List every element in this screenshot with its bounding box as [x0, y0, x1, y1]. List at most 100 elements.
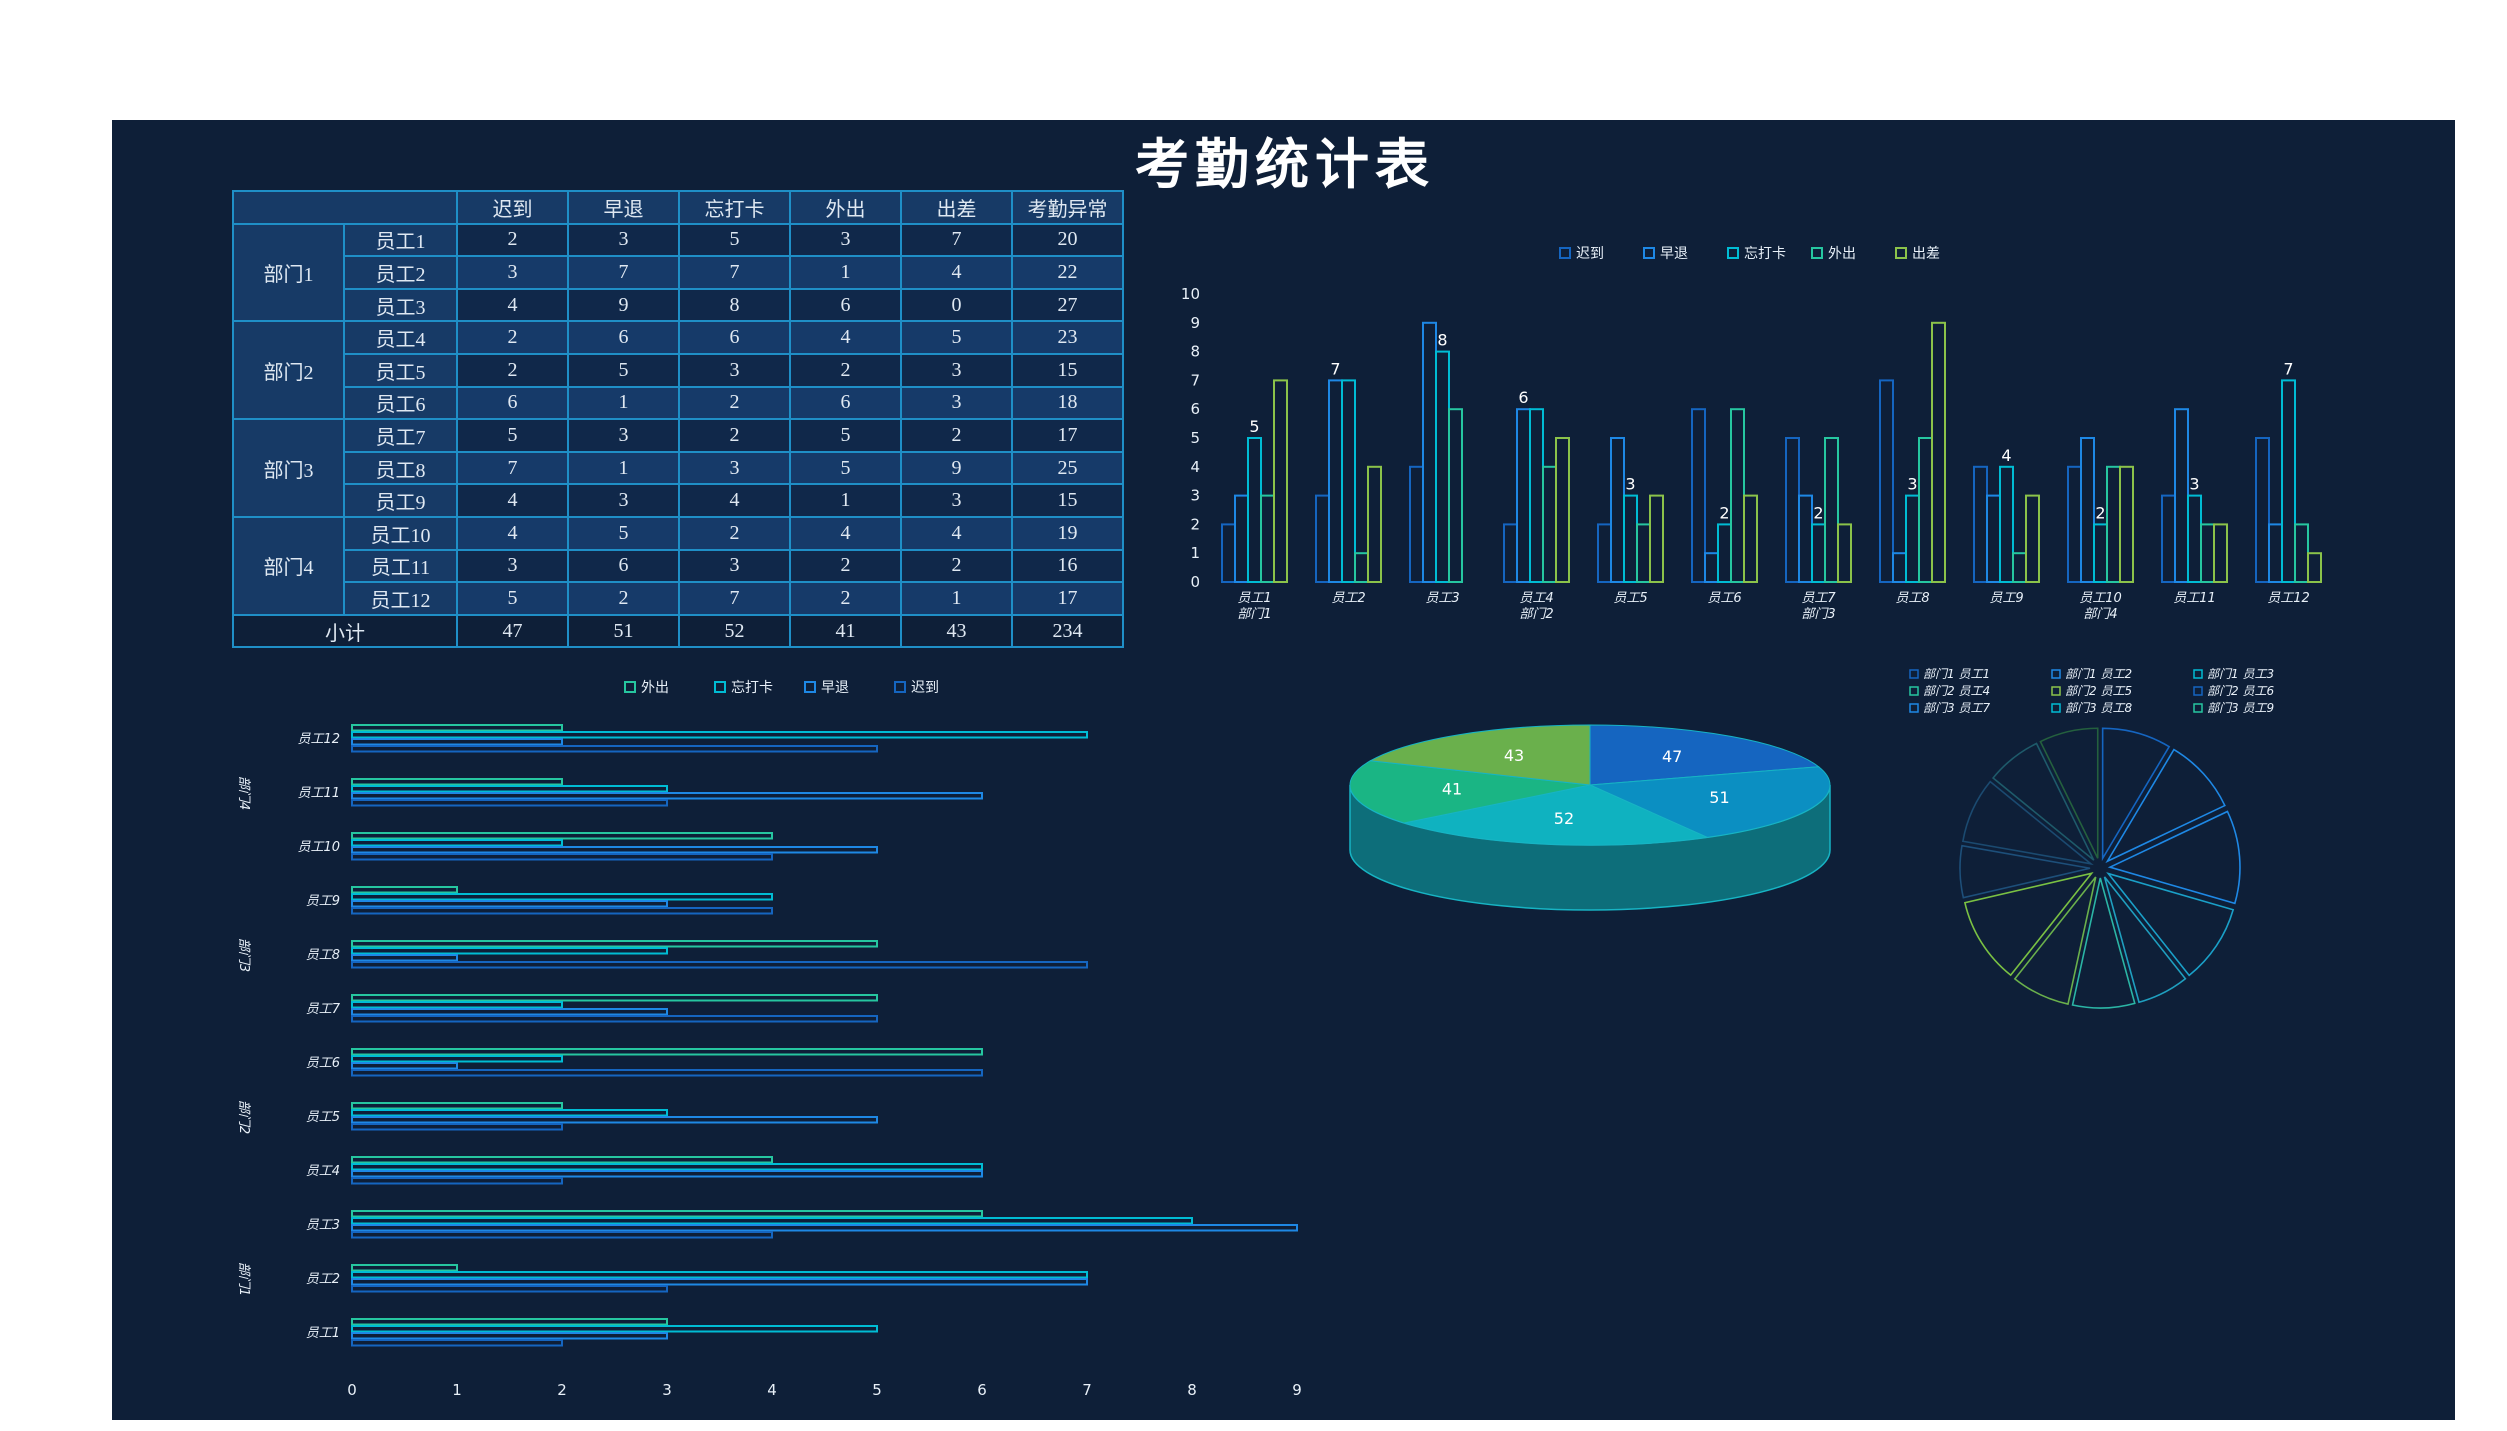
value-cell: 1 [567, 450, 680, 486]
employee-cell: 员工2 [343, 255, 458, 290]
y-tick-label: 员工4 [306, 1164, 340, 1179]
value-cell: 5 [678, 222, 791, 258]
value-cell: 4 [900, 255, 1013, 290]
bar [1931, 321, 1946, 584]
value-cell: 6 [678, 320, 791, 355]
value-cell: 4 [900, 515, 1013, 551]
pie-slice [2013, 876, 2097, 1005]
bar [2294, 523, 2309, 583]
y-tick-label: 4 [1190, 458, 1200, 476]
bar [351, 731, 1088, 739]
subtotal-cell: 41 [789, 613, 902, 649]
bar [1503, 523, 1518, 583]
x-tick-label: 1 [452, 1381, 462, 1399]
bar [1234, 494, 1249, 584]
bar [1448, 408, 1463, 583]
value-cell: 1 [789, 255, 902, 290]
value-cell: 2 [567, 581, 680, 616]
data-label: 8 [1437, 331, 1447, 350]
x-tick-label: 6 [977, 1381, 987, 1399]
legend-label: 出差 [1912, 246, 1940, 262]
column-header: 早退 [567, 190, 680, 225]
y-tick-label: 2 [1190, 515, 1200, 533]
bar [1743, 494, 1758, 584]
x-tick-label: 员工9 [1989, 591, 2023, 606]
x-tick-label: 8 [1187, 1381, 1197, 1399]
table-row: 员工12 5 2 7 2 1 17 [233, 581, 1124, 616]
legend-swatch [1909, 703, 1919, 713]
legend-label: 部门2 员工4 [1923, 684, 1990, 698]
bar [1730, 408, 1745, 583]
slice-label: 47 [1662, 747, 1682, 766]
bar [351, 907, 773, 915]
pie-slice [2106, 872, 2235, 977]
legend-swatch [2193, 669, 2203, 679]
bar [351, 1177, 563, 1185]
bar [351, 947, 668, 955]
value-cell: 2 [900, 418, 1013, 453]
x-tick-label: 员工11 [2173, 591, 2216, 606]
legend-swatch [1643, 247, 1655, 259]
value-cell: 2 [789, 352, 902, 388]
pie-slice [1403, 784, 1709, 846]
bar [1879, 379, 1894, 583]
table-row: 员工5 2 5 3 2 3 15 [233, 352, 1124, 388]
pie-slice [2105, 748, 2226, 864]
data-label: 2 [2095, 503, 2105, 522]
bar [351, 1001, 563, 1009]
x-tick-label: 0 [347, 1381, 357, 1399]
value-cell: 5 [567, 352, 680, 388]
employee-cell: 员工7 [343, 418, 458, 453]
value-cell: 22 [1011, 255, 1124, 290]
bar [351, 1109, 668, 1117]
value-cell: 6 [456, 385, 569, 421]
legend-swatch [1727, 247, 1739, 259]
data-label: 3 [1625, 475, 1635, 494]
legend-label: 部门3 员工8 [2065, 701, 2132, 715]
table-row: 员工11 3 6 3 2 2 16 [233, 548, 1124, 584]
value-cell: 5 [456, 418, 569, 453]
bar [1824, 437, 1839, 583]
data-label: 5 [1249, 417, 1259, 436]
legend-label: 部门3 员工7 [1923, 701, 1990, 715]
value-cell: 18 [1011, 385, 1124, 421]
bar [1785, 437, 1800, 583]
column-header: 考勤异常 [1011, 190, 1124, 225]
y-tick-label: 0 [1190, 573, 1200, 591]
pie-slice [1959, 844, 2091, 899]
page-title: 考勤统计表 [1135, 132, 1435, 196]
bar [351, 1264, 458, 1272]
value-cell: 4 [789, 515, 902, 551]
value-cell: 3 [567, 418, 680, 453]
legend-swatch [624, 681, 636, 693]
bar [351, 1008, 668, 1016]
bar [351, 1325, 878, 1333]
y-tick-label: 8 [1190, 343, 1200, 361]
department-cell: 部门3 [232, 418, 345, 518]
pie-slice [2071, 877, 2136, 1009]
x-tick-label: 员工6 [1707, 591, 1741, 606]
bar [351, 785, 668, 793]
bar [2213, 523, 2228, 583]
bar [1315, 494, 1330, 584]
value-cell: 6 [789, 385, 902, 421]
bar [2187, 494, 2202, 584]
value-cell: 1 [789, 483, 902, 518]
x-tick-label: 3 [662, 1381, 672, 1399]
value-cell: 15 [1011, 483, 1124, 518]
y-tick-label: 9 [1190, 314, 1200, 332]
table-corner [232, 190, 458, 225]
value-cell: 5 [789, 418, 902, 453]
bar [351, 1163, 983, 1171]
x-tick-label: 员工10 [2079, 591, 2122, 606]
bar [1999, 465, 2014, 583]
x-tick-label: 员工12 [2267, 591, 2310, 606]
y-tick-label: 1 [1190, 544, 1200, 562]
employee-cell: 员工3 [343, 287, 458, 323]
bar [351, 1116, 878, 1124]
value-cell: 8 [678, 287, 791, 323]
employee-cell: 员工4 [343, 320, 458, 355]
bar [1529, 408, 1544, 583]
y-tick-label: 5 [1190, 429, 1200, 447]
